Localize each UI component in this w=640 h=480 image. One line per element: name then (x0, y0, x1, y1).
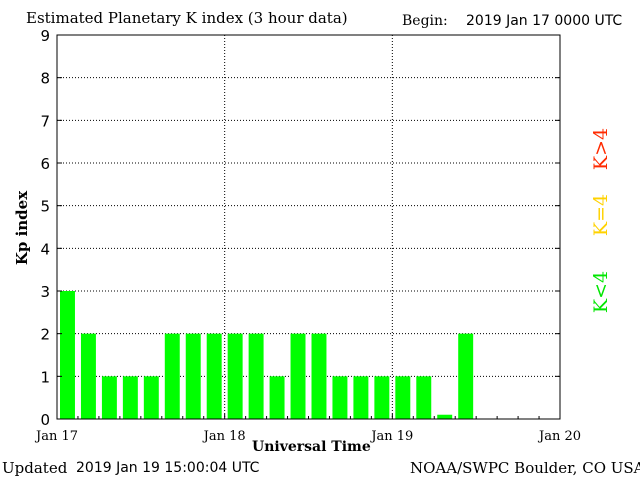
kp-bar-17 (416, 376, 432, 419)
x-axis-label: Universal Time (252, 439, 371, 455)
legend-k-less-4: K<4 (590, 270, 612, 314)
updated-label: Updated (2, 459, 68, 477)
grid-lines (57, 35, 560, 419)
kp-bar-8 (227, 333, 243, 419)
kp-bar-7 (206, 333, 222, 419)
kp-bar-13 (332, 376, 348, 419)
y-tick-label-6: 6 (40, 155, 50, 173)
kp-bar-15 (374, 376, 390, 419)
x-tick-label-0: Jan 17 (34, 429, 78, 444)
kp-bar-14 (353, 376, 369, 419)
kp-bar-2 (101, 376, 117, 419)
y-tick-label-4: 4 (40, 240, 50, 258)
legend-k-equal-4: K=4 (590, 193, 612, 237)
y-tick-label-8: 8 (40, 70, 50, 88)
kp-bar-11 (290, 333, 306, 419)
kp-bar-1 (80, 333, 96, 419)
legend-k-greater-4: K>4 (590, 127, 612, 171)
kp-bar-3 (122, 376, 138, 419)
x-tick-label-2: Jan 19 (369, 429, 413, 444)
kp-bar-10 (269, 376, 285, 419)
plot-frame (56, 34, 561, 420)
kp-bar-6 (185, 333, 201, 419)
kp-bar-16 (395, 376, 411, 419)
kp-bar-4 (143, 376, 159, 419)
kp-bar-0 (60, 291, 75, 419)
kp-bar-12 (311, 333, 327, 419)
y-tick-label-9: 9 (40, 27, 50, 45)
x-tick-label-1: Jan 18 (202, 429, 246, 444)
y-tick-label-5: 5 (40, 198, 50, 216)
y-tick-label-1: 1 (40, 368, 50, 386)
ticks: 0 1 2 3 4 5 6 7 8 9 Jan 17 Jan 18 Jan 19 Jan 20 (34, 27, 581, 444)
updated-value: 2019 Jan 19 15:00:04 UTC (76, 460, 260, 476)
y-tick-label-7: 7 (40, 112, 50, 130)
y-tick-label-0: 0 (40, 411, 50, 429)
chart-title: Estimated Planetary K index (3 hour data… (26, 9, 348, 27)
begin-label: Begin: (402, 13, 448, 29)
kp-bar-18 (437, 414, 453, 419)
kp-bar-5 (164, 333, 180, 419)
credit-text: NOAA/SWPC Boulder, CO USA (410, 459, 640, 477)
y-tick-label-3: 3 (40, 283, 50, 301)
kp-bar-9 (248, 333, 264, 419)
y-axis-label: Kp index (13, 190, 31, 266)
x-tick-label-3: Jan 20 (537, 429, 581, 444)
y-tick-label-2: 2 (40, 326, 50, 344)
bars (60, 291, 474, 419)
kp-bar-19 (458, 333, 474, 419)
begin-value: 2019 Jan 17 0000 UTC (466, 13, 623, 29)
